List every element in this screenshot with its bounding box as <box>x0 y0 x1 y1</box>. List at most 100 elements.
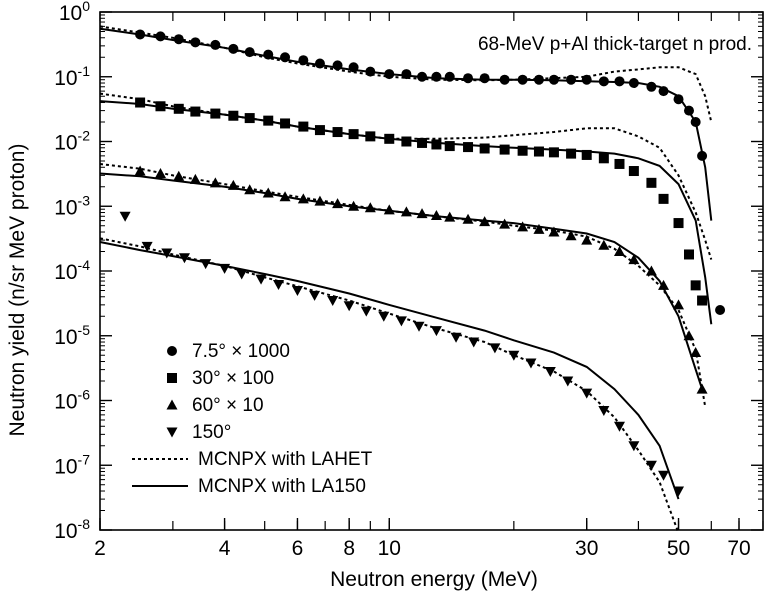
x-tick-label: 6 <box>292 537 304 560</box>
data-point <box>134 165 146 176</box>
data-point <box>189 173 201 184</box>
data-point <box>431 139 442 150</box>
data-point <box>228 110 239 121</box>
data-point <box>279 191 291 202</box>
data-point <box>581 388 593 399</box>
axis-ticks: 2 4 6 8 10 30 50 70 100 10-1 10-2 10-3 10-4 10-5 10-6 1… <box>54 0 764 560</box>
legend-label: MCNPX with LA150 <box>198 476 366 497</box>
data-point <box>314 125 325 136</box>
y-tick-label: 10-5 <box>54 322 90 349</box>
data-point <box>690 117 701 128</box>
data-point <box>280 52 291 63</box>
data-point <box>384 69 395 80</box>
data-point <box>462 213 474 224</box>
data-point <box>314 58 325 69</box>
data-point <box>598 76 609 87</box>
data-point <box>645 460 657 471</box>
data-point <box>365 66 376 77</box>
data-point <box>119 211 131 222</box>
data-point <box>378 311 390 322</box>
data-point <box>173 170 185 181</box>
data-point <box>548 74 559 85</box>
data-point <box>508 350 520 361</box>
legend-marker <box>166 399 178 410</box>
data-point <box>628 441 640 452</box>
data-point <box>173 34 184 45</box>
data-point <box>581 74 592 85</box>
data-point <box>431 71 442 82</box>
x-tick-label: 8 <box>343 537 355 560</box>
data-point <box>255 274 267 285</box>
data-point <box>499 144 510 155</box>
data-point <box>155 101 166 112</box>
data-point <box>696 383 708 394</box>
data-point <box>280 118 291 129</box>
data-point <box>417 137 428 148</box>
y-tick-label: 10-7 <box>54 451 90 478</box>
data-point <box>479 216 491 227</box>
lahet-curve <box>99 163 707 407</box>
data-point <box>314 195 326 206</box>
data-point <box>343 301 355 312</box>
data-point <box>613 421 625 432</box>
data-point <box>645 265 657 276</box>
data-point <box>263 49 274 60</box>
data-point <box>365 131 376 142</box>
data-point <box>417 71 428 82</box>
legend-marker <box>167 346 177 356</box>
data-point <box>450 332 462 343</box>
data-point <box>548 147 559 158</box>
data-point <box>697 295 708 306</box>
x-tick-label: 50 <box>667 537 690 560</box>
data-point <box>463 73 474 84</box>
data-point <box>348 200 360 211</box>
data-point <box>628 78 639 89</box>
data-point <box>646 81 657 92</box>
data-point <box>364 202 376 213</box>
data-point <box>628 166 639 177</box>
data-point <box>525 358 537 369</box>
legend-marker <box>166 427 178 438</box>
data-point <box>401 69 412 80</box>
data-point <box>697 150 708 161</box>
data-point <box>683 249 694 260</box>
y-tick-label: 10-6 <box>54 387 90 414</box>
data-point <box>598 406 610 417</box>
x-tick-label: 10 <box>378 537 401 560</box>
data-point <box>395 316 407 327</box>
data-point <box>332 198 344 209</box>
data-point <box>141 241 153 252</box>
data-point <box>209 177 221 188</box>
data-point <box>479 73 490 84</box>
x-tick-label: 2 <box>94 537 106 560</box>
data-point <box>332 60 343 71</box>
data-point <box>383 204 395 215</box>
data-point <box>219 263 231 274</box>
data-point <box>517 74 528 85</box>
legend-label: 30° × 100 <box>192 368 274 389</box>
data-point <box>581 234 593 245</box>
data-point <box>566 74 577 85</box>
legend-label: MCNPX with LAHET <box>198 449 373 470</box>
data-point <box>298 121 309 132</box>
legend-label: 7.5° × 1000 <box>192 341 290 362</box>
y-tick-label: 10-3 <box>54 192 90 219</box>
data-point <box>499 218 511 229</box>
lahet-curve <box>99 92 713 260</box>
data-point <box>444 211 456 222</box>
y-tick-label: 100 <box>59 0 90 25</box>
data-point <box>291 285 303 296</box>
x-tick-label: 30 <box>575 537 598 560</box>
lahet-curve <box>99 237 680 534</box>
y-tick-label: 10-8 <box>54 516 90 543</box>
data-point <box>178 253 190 264</box>
data-point <box>690 347 702 358</box>
data-point <box>463 142 474 153</box>
la150-curve <box>99 241 680 500</box>
data-point <box>614 158 625 169</box>
y-tick-label: 10-2 <box>54 128 90 155</box>
data-point <box>444 71 455 82</box>
y-axis-label: Neutron yield (n/sr MeV proton) <box>6 144 29 437</box>
data-point <box>548 226 560 237</box>
data-point <box>598 239 610 250</box>
